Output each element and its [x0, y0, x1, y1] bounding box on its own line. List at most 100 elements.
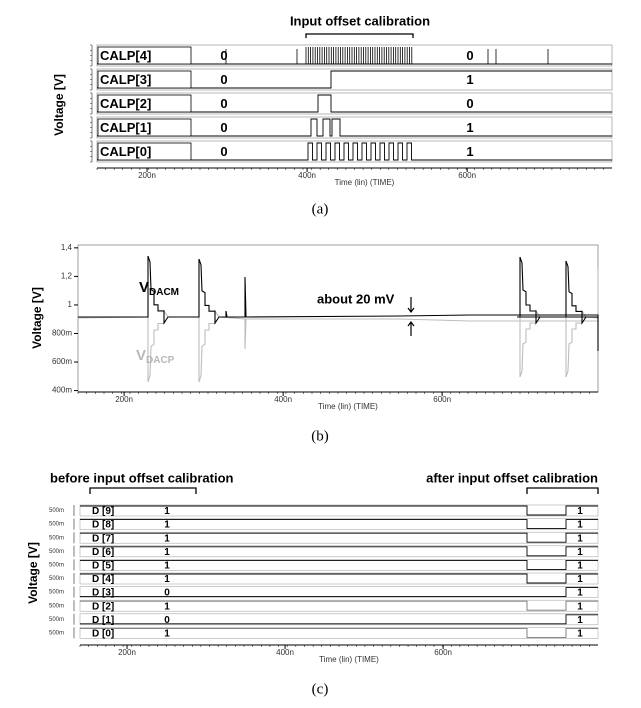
caption: (c) [312, 681, 329, 697]
row-value-after: 1 [466, 120, 473, 135]
row-scale: 500m [49, 576, 64, 582]
arrow [407, 297, 415, 336]
waveform [97, 118, 612, 137]
label-box [97, 94, 192, 113]
row-scale: 500m [49, 603, 64, 609]
annotation: about 20 mV [317, 291, 395, 306]
row-value-before: 0 [164, 615, 170, 626]
series-label: VDACP [136, 347, 175, 366]
row-value-before: 1 [164, 547, 170, 558]
row-scale: 500m [49, 562, 64, 568]
row-value-before: 0 [220, 96, 227, 111]
row-frame [79, 627, 599, 639]
row-frame [79, 599, 599, 612]
row-scale: 500m [49, 549, 64, 555]
row-value-after: 0 [466, 96, 473, 111]
row-scale: 500m [49, 630, 64, 636]
waveform [80, 573, 598, 584]
row-name: D [9] [92, 506, 114, 517]
y-tick-label: 600m [52, 357, 72, 366]
after-label: after input offset calibration [426, 470, 598, 485]
row-value-after: 1 [577, 615, 583, 626]
series-label: VDACM [139, 279, 179, 298]
y-tick-label: 1,4 [61, 243, 73, 252]
row-scale: 500m [49, 617, 64, 623]
waveform [80, 587, 598, 598]
row-value-after: 1 [577, 601, 583, 612]
row-frame [79, 586, 599, 598]
caption: (b) [311, 428, 329, 444]
row-frame [79, 518, 599, 530]
bracket [89, 487, 197, 494]
row-scale: 500m [49, 590, 64, 596]
y-tick-label: 400m [52, 386, 72, 395]
x-tick-label: 400n [274, 395, 292, 404]
row-value-after: 1 [577, 506, 583, 517]
row-value-before: 1 [164, 629, 170, 640]
waveform [80, 532, 598, 543]
row-frame [96, 92, 613, 115]
row-value-before: 1 [164, 520, 170, 531]
waveform [80, 614, 598, 625]
y-axis-label: Voltage [V] [26, 542, 40, 604]
x-tick-label: 200n [115, 395, 133, 404]
row-name: D [8] [92, 520, 114, 531]
waveform [80, 546, 598, 557]
waveform [77, 269, 599, 383]
label-box [97, 118, 192, 137]
bracket [305, 33, 414, 38]
row-frame [96, 140, 613, 163]
label-box [97, 46, 192, 65]
row-name: CALP[2] [100, 96, 151, 111]
waveform [80, 559, 598, 570]
series-sub: DACP [146, 355, 175, 366]
x-tick-label: 600n [434, 648, 452, 657]
y-axis-label: Voltage [V] [30, 287, 44, 349]
x-axis-label: Time (lin) (TIME) [318, 402, 378, 411]
row-value-before: 1 [164, 561, 170, 572]
row-value-after: 1 [577, 533, 583, 544]
row-value-after: 1 [577, 547, 583, 558]
y-tick-label: 1,2 [61, 272, 73, 281]
row-value-after: 1 [466, 72, 473, 87]
row-name: D [6] [92, 547, 114, 558]
row-scale: 500m [49, 535, 64, 541]
waveform [80, 627, 598, 638]
row-frame [96, 116, 613, 139]
row-name: D [7] [92, 533, 114, 544]
series-name: V [139, 279, 149, 296]
row-name: D [3] [92, 588, 114, 599]
row-value-before: 1 [164, 533, 170, 544]
row-name: CALP[3] [100, 72, 151, 87]
y-tick-label: 1 [68, 300, 73, 309]
row-frame [79, 504, 599, 517]
row-name: D [4] [92, 574, 114, 585]
row-name: CALP[1] [100, 120, 151, 135]
waveform [97, 142, 612, 161]
label-box [97, 142, 192, 161]
row-value-after: 1 [577, 520, 583, 531]
row-frame [79, 559, 599, 571]
row-value-before: 0 [220, 72, 227, 87]
spacer [88, 34, 196, 40]
row-name: D [0] [92, 629, 114, 640]
series-name: V [136, 347, 146, 364]
label-box [97, 70, 192, 89]
y-tick-label: 800m [52, 329, 72, 338]
row-name: D [5] [92, 561, 114, 572]
row-frame [96, 44, 613, 67]
row-name: D [1] [92, 615, 114, 626]
row-frame [79, 613, 599, 626]
row-frame [79, 531, 599, 544]
panel-title: Input offset calibration [290, 13, 430, 28]
row-value-before: 1 [164, 574, 170, 585]
row-value-before: 0 [220, 120, 227, 135]
waveform [80, 519, 598, 530]
row-value-before: 0 [220, 48, 227, 63]
waveform [80, 600, 598, 611]
x-tick-label: 400n [298, 171, 316, 180]
row-frame [79, 545, 599, 558]
waveform [97, 70, 612, 89]
row-value-before: 0 [220, 144, 227, 159]
